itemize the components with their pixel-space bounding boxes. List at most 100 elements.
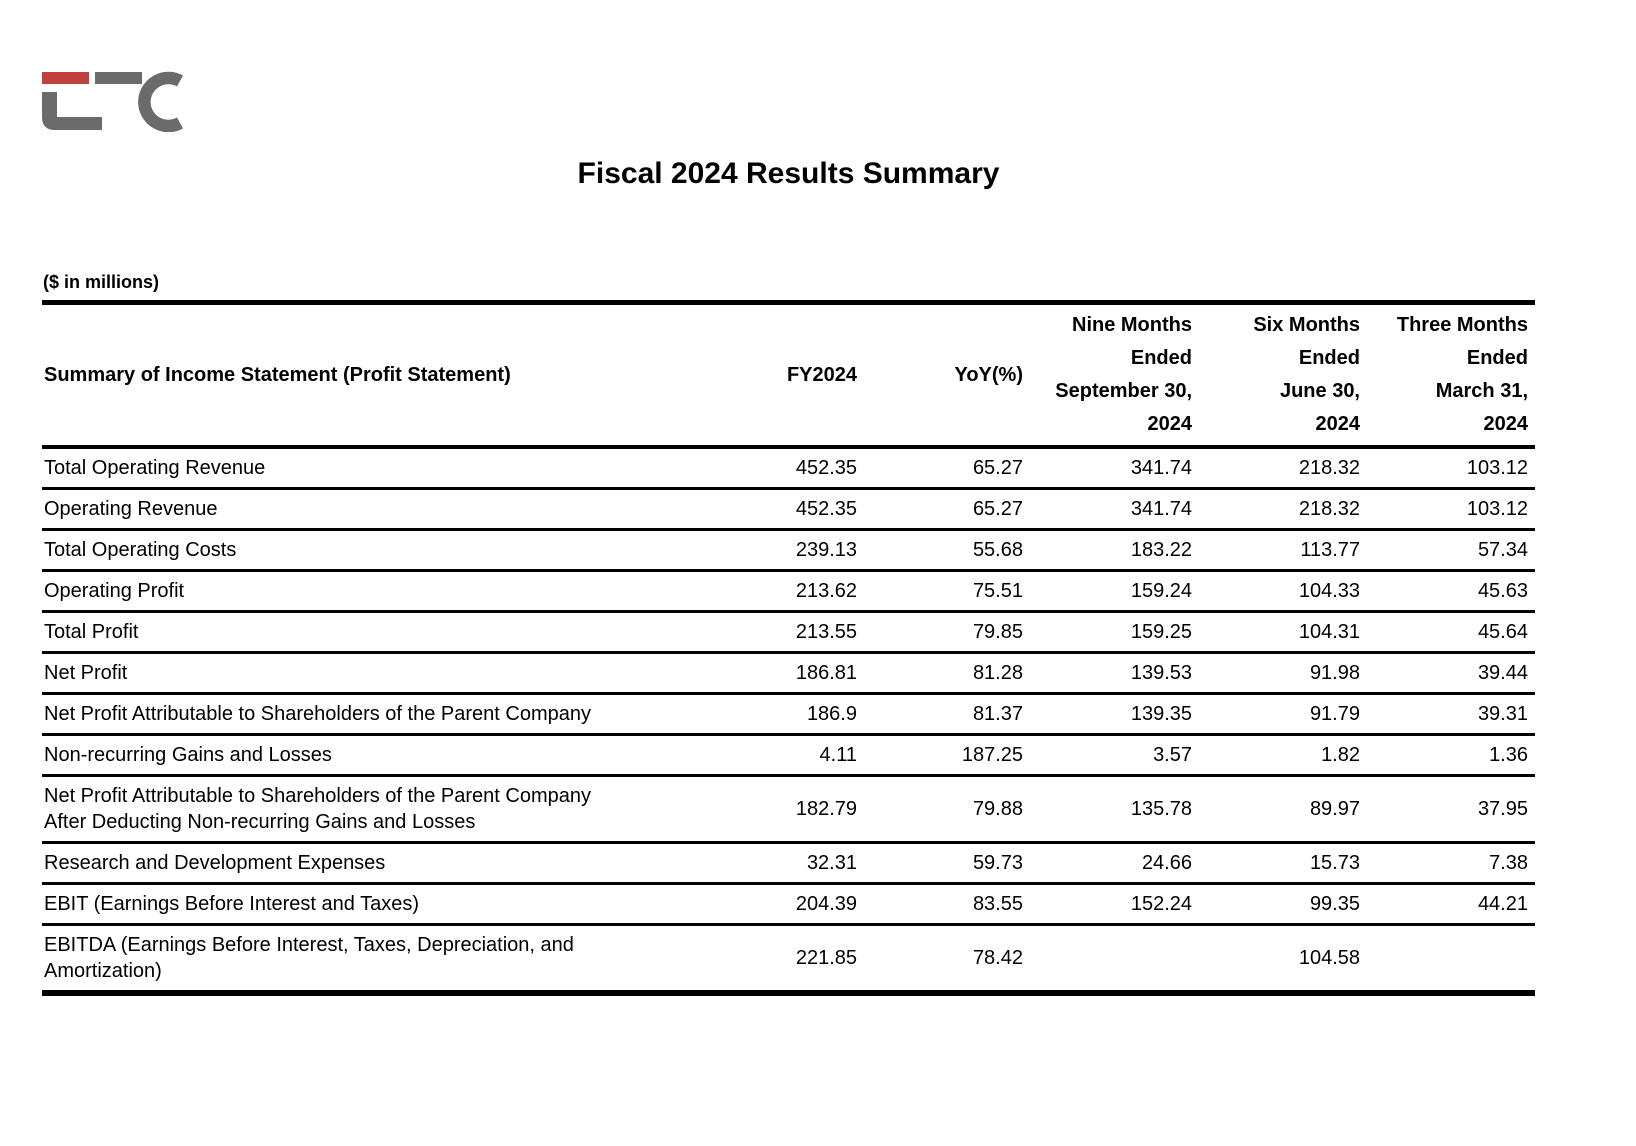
row-value: 15.73 — [1199, 841, 1367, 884]
row-value: 135.78 — [1030, 774, 1199, 843]
table-row: Net Profit Attributable to Shareholders … — [42, 774, 1535, 843]
row-value: 341.74 — [1130, 457, 1192, 479]
row-value: 75.51 — [864, 569, 1030, 612]
company-logo-icon — [42, 71, 184, 132]
row-value: 182.79 — [700, 774, 864, 843]
row-value: 81.28 — [864, 651, 1030, 694]
row-label: EBIT (Earnings Before Interest and Taxes… — [42, 882, 700, 925]
row-value: 139.35 — [1030, 692, 1199, 735]
row-value: 186.9 — [700, 692, 864, 735]
table-row: Research and Development Expenses 32.31 59… — [42, 841, 1535, 884]
header-nine-months: Nine Months Ended September 30, 2024 — [1030, 302, 1199, 449]
row-value: 3.57 — [1030, 733, 1199, 776]
row-value: 81.37 — [864, 692, 1030, 735]
results-summary-page: Fiscal 2024 Results Summary ($ in millio… — [0, 70, 1636, 1146]
units-note: ($ in millions) — [43, 272, 160, 292]
row-label: EBITDA (Earnings Before Interest, Taxes,… — [42, 923, 700, 993]
row-value: 65.27 — [864, 487, 1030, 530]
row-value — [1367, 923, 1535, 993]
row-value: 39.31 — [1367, 692, 1535, 735]
row-value: 55.68 — [864, 528, 1030, 571]
row-value: 89.97 — [1199, 774, 1367, 843]
row-value: 103.12 — [1367, 487, 1535, 530]
row-value: 186.81 — [700, 651, 864, 694]
row-value: 152.24 — [1030, 882, 1199, 925]
row-value: 452.35 — [795, 457, 857, 479]
income-statement-table: Summary of Income Statement (Profit Stat… — [42, 300, 1535, 996]
row-label: Net Profit Attributable to Shareholders … — [42, 774, 700, 843]
row-value: 83.55 — [864, 882, 1030, 925]
row-value: 45.63 — [1367, 569, 1535, 612]
row-value: 37.95 — [1367, 774, 1535, 843]
row-value: 187.25 — [864, 733, 1030, 776]
row-value: 218.32 — [1298, 457, 1360, 479]
row-value: 79.85 — [864, 610, 1030, 653]
row-value: 103.12 — [1466, 457, 1528, 479]
row-value: 452.35 — [700, 487, 864, 530]
row-label: Operating Revenue — [42, 487, 700, 530]
row-value: 159.25 — [1030, 610, 1199, 653]
row-value: 45.64 — [1367, 610, 1535, 653]
row-value: 239.13 — [700, 528, 864, 571]
row-label: Total Profit — [42, 610, 700, 653]
row-value: 213.62 — [700, 569, 864, 612]
row-value — [1030, 923, 1199, 993]
row-label: Non-recurring Gains and Losses — [42, 733, 700, 776]
row-value: 32.31 — [700, 841, 864, 884]
header-three-months: Three Months Ended March 31, 2024 — [1367, 302, 1535, 449]
logo-letter-c — [138, 71, 184, 132]
row-value: 104.58 — [1199, 923, 1367, 993]
row-value: 91.79 — [1199, 692, 1367, 735]
header-summary-label: Summary of Income Statement (Profit Stat… — [42, 302, 700, 449]
table-row: Non-recurring Gains and Losses 4.11 187.25… — [42, 733, 1535, 776]
row-label: Research and Development Expenses — [42, 841, 700, 884]
row-value: 159.24 — [1030, 569, 1199, 612]
row-value: 99.35 — [1199, 882, 1367, 925]
row-value: 104.33 — [1199, 569, 1367, 612]
row-value: 91.98 — [1199, 651, 1367, 694]
row-value: 221.85 — [700, 923, 864, 993]
row-label: Net Profit Attributable to Shareholders … — [42, 692, 700, 735]
row-value: 57.34 — [1367, 528, 1535, 571]
logo-red-bar — [42, 72, 89, 84]
row-value: 39.44 — [1367, 651, 1535, 694]
header-six-months: Six Months Ended June 30, 2024 — [1199, 302, 1367, 449]
row-label: Total Operating Costs — [42, 528, 700, 571]
row-value: 183.22 — [1030, 528, 1199, 571]
table-row: Total Profit 213.55 79.85 159.25 104.31 45.64 — [42, 610, 1535, 653]
page-title: Fiscal 2024 Results Summary — [577, 157, 1000, 190]
row-label: Net Profit — [42, 651, 700, 694]
row-label: Total Operating Revenue — [44, 457, 266, 479]
row-label: Operating Profit — [42, 569, 700, 612]
row-value: 104.31 — [1199, 610, 1367, 653]
table-row: Net Profit Attributable to Shareholders … — [42, 692, 1535, 735]
table-header-row: Summary of Income Statement (Profit Stat… — [42, 302, 1535, 449]
table-row: Operating Revenue 452.35 65.27 341.74 218.32… — [42, 487, 1535, 530]
logo-letter-l — [42, 92, 102, 130]
table-body: Total Operating Revenue 452.35 65.27 341.74… — [42, 447, 1535, 993]
table-header: Summary of Income Statement (Profit Stat… — [42, 302, 1535, 449]
row-value: 24.66 — [1030, 841, 1199, 884]
row-value: 4.11 — [700, 733, 864, 776]
table-row: Operating Profit 213.62 75.51 159.24 104.33 4… — [42, 569, 1535, 612]
row-value: 59.73 — [864, 841, 1030, 884]
row-value: 213.55 — [700, 610, 864, 653]
row-value: 218.32 — [1199, 487, 1367, 530]
table-row: Total Operating Costs 239.13 55.68 183.22 11… — [42, 528, 1535, 571]
row-value: 1.82 — [1199, 733, 1367, 776]
header-yoy: YoY(%) — [864, 302, 1030, 449]
table-row: Total Operating Revenue 452.35 65.27 341.74… — [42, 447, 1535, 489]
header-fy2024: FY2024 — [700, 302, 864, 449]
table-row: EBITDA (Earnings Before Interest, Taxes,… — [42, 923, 1535, 993]
table-row: Net Profit 186.81 81.28 139.53 91.98 39.44 — [42, 651, 1535, 694]
row-value: 139.53 — [1030, 651, 1199, 694]
row-value: 65.27 — [972, 457, 1023, 479]
logo-gray-bar — [95, 72, 142, 84]
row-value: 1.36 — [1367, 733, 1535, 776]
row-value: 7.38 — [1367, 841, 1535, 884]
row-value: 79.88 — [864, 774, 1030, 843]
row-value: 204.39 — [700, 882, 864, 925]
row-value: 113.77 — [1199, 528, 1367, 571]
row-value: 78.42 — [864, 923, 1030, 993]
table-row: EBIT (Earnings Before Interest and Taxes… — [42, 882, 1535, 925]
